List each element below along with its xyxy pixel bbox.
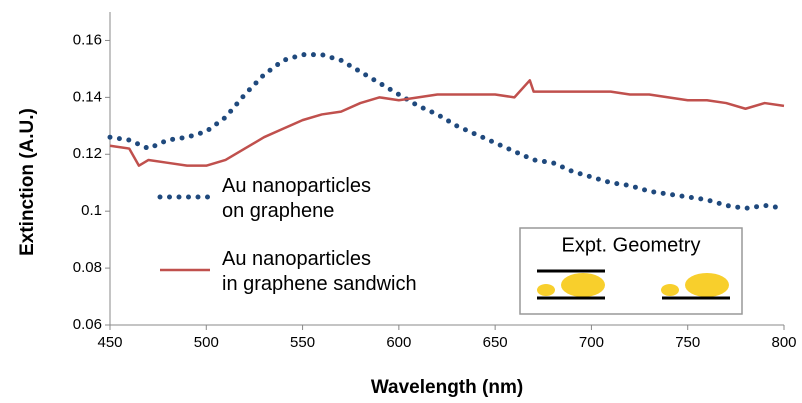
particle xyxy=(561,273,605,297)
y-tick-label: 0.16 xyxy=(73,31,102,48)
x-tick-label: 650 xyxy=(483,334,508,351)
y-tick-label: 0.08 xyxy=(73,259,102,276)
x-tick-label: 600 xyxy=(386,334,411,351)
particle xyxy=(685,273,729,297)
x-tick-label: 750 xyxy=(675,334,700,351)
series-line xyxy=(109,79,785,167)
y-tick-label: 0.14 xyxy=(73,88,102,105)
inset: Expt. Geometry xyxy=(519,227,743,315)
x-axis-title: Wavelength (nm) xyxy=(371,377,523,398)
x-tick-label: 550 xyxy=(290,334,315,351)
particle xyxy=(661,284,679,296)
x-tick-label: 450 xyxy=(97,334,122,351)
legend-label: Au nanoparticles in graphene sandwich xyxy=(222,248,417,295)
y-tick-label: 0.1 xyxy=(81,202,102,219)
y-axis-title: Extinction (A.U.) xyxy=(17,108,38,256)
x-tick-label: 700 xyxy=(579,334,604,351)
y-tick-label: 0.12 xyxy=(73,145,102,162)
particle xyxy=(537,284,555,296)
y-tick-label: 0.06 xyxy=(73,316,102,333)
inset-title: Expt. Geometry xyxy=(562,234,701,256)
x-tick-label: 500 xyxy=(194,334,219,351)
series-line xyxy=(107,52,787,211)
x-tick-label: 800 xyxy=(771,334,796,351)
legend-label: Au nanoparticles on graphene xyxy=(222,175,371,222)
